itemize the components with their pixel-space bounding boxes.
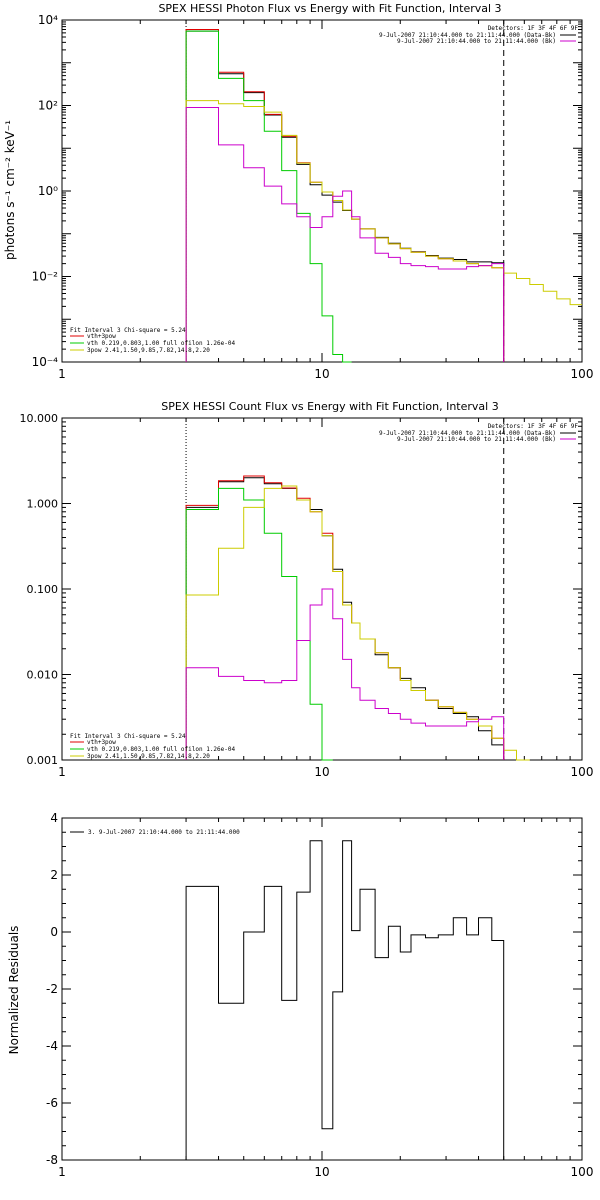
count-legend-fit-total: vth+3pow [87, 739, 116, 746]
photon-detectors-label: Detectors: 1F 3F 4F 6F 9F [488, 25, 579, 32]
count-y-ticks: 0.001 0.010 0.100 1.000 10.000 [20, 412, 582, 767]
residuals-legend-label: 3. 9-Jul-2007 21:10:44.000 to 21:11:44.0… [88, 829, 240, 836]
photon-x-tick-label: 100 [571, 367, 594, 381]
photon-y-tick-label: 10⁴ [38, 13, 58, 27]
count-chart-title: SPEX HESSI Count Flux vs Energy with Fit… [161, 400, 498, 413]
count-series-data-bk [185, 477, 505, 760]
photon-y-axis-label: photons s⁻¹ cm⁻² keV⁻¹ [3, 120, 17, 260]
count-series-bk [185, 588, 505, 760]
photon-legend-vth: vth 0.219,0.803,1.00 full ofilon 1.26e-0… [87, 340, 235, 347]
count-series-vth [185, 487, 333, 761]
residuals-y-ticks: -8 -6 -4 -2 0 2 4 [46, 811, 582, 1167]
photon-y-tick-label: 10⁻⁴ [32, 355, 59, 369]
photon-y-tick-label: 10⁰ [38, 184, 58, 198]
photon-y-ticks: 10⁻⁴ 10⁻² 10⁰ 10² 10⁴ [32, 13, 582, 369]
residuals-x-tick-label: 100 [571, 1165, 594, 1179]
count-legend-bk: 9-Jul-2007 21:10:44.000 to 21:11:44.000 … [397, 436, 556, 443]
residuals-x-tick-label: 10 [314, 1165, 329, 1179]
count-x-tick-label: 10 [314, 765, 329, 779]
count-series-group [185, 418, 530, 761]
count-fit-label: Fit Interval 3 Chi-square = 5.24 [70, 733, 186, 740]
count-detectors-label: Detectors: 1F 3F 4F 6F 9F [488, 423, 579, 430]
photon-series-3pow [185, 100, 582, 362]
photon-fit-label: Fit Interval 3 Chi-square = 5.24 [70, 327, 186, 334]
count-legend-3pow: 3pow 2.41,1.50,9.85,7.82,14.8,2.20 [87, 753, 210, 760]
count-series-vth-3pow [185, 475, 505, 760]
photon-x-tick-label: 10 [314, 367, 329, 381]
photon-series-vth-3pow [185, 29, 505, 362]
residuals-x-ticks: 1 10 100 [58, 818, 593, 1179]
photon-legend-data-bk: 9-Jul-2007 21:10:44.000 to 21:11:44.000 … [379, 32, 556, 39]
residuals-y-tick-label: -4 [46, 1039, 58, 1053]
count-legend-data-bk: 9-Jul-2007 21:10:44.000 to 21:11:44.000 … [379, 430, 556, 437]
photon-x-tick-label: 1 [58, 367, 66, 381]
photon-y-tick-label: 10² [38, 99, 58, 113]
photon-legend-bk: 9-Jul-2007 21:10:44.000 to 21:11:44.000 … [397, 38, 556, 45]
residuals-y-tick-label: -6 [46, 1096, 58, 1110]
photon-legend-fit-total: vth+3pow [87, 333, 116, 340]
photon-legend-3pow: 3pow 2.41,1.50,9.85,7.82,14.8,2.20 [87, 347, 210, 354]
count-x-ticks: 1 10 100 [58, 418, 593, 779]
count-x-tick-label: 1 [58, 765, 66, 779]
residuals-y-axis-label: Normalized Residuals [7, 926, 21, 1055]
photon-chart-title: SPEX HESSI Photon Flux vs Energy with Fi… [158, 2, 501, 15]
residuals-series-group [185, 840, 505, 1160]
count-x-tick-label: 100 [571, 765, 594, 779]
count-legend-vth: vth 0.219,0.803,1.00 full ofilon 1.26e-0… [87, 746, 235, 753]
count-y-tick-label: 10.000 [20, 412, 59, 425]
photon-series-group [185, 20, 582, 363]
residuals-y-tick-label: -8 [46, 1153, 58, 1167]
residuals-y-tick-label: -2 [46, 982, 58, 996]
photon-series-bk [185, 107, 505, 362]
count-flux-panel: SPEX HESSI Count Flux vs Energy with Fit… [20, 400, 594, 779]
residuals-y-tick-label: 4 [50, 811, 58, 825]
photon-series-data-bk [185, 30, 505, 362]
count-y-tick-label: 0.001 [27, 754, 59, 767]
photon-series-vth [185, 30, 352, 363]
count-y-tick-label: 0.100 [27, 583, 59, 596]
residuals-series-3-9-jul-2007-21-10-44-00 [185, 840, 505, 1160]
photon-y-tick-label: 10⁻² [32, 270, 59, 284]
count-y-tick-label: 1.000 [27, 498, 59, 511]
count-y-tick-label: 0.010 [27, 669, 59, 682]
photon-x-ticks: 1 10 100 [58, 20, 593, 381]
residuals-y-tick-label: 0 [50, 925, 58, 939]
residuals-x-tick-label: 1 [58, 1165, 66, 1179]
residuals-y-tick-label: 2 [50, 868, 58, 882]
photon-flux-panel: SPEX HESSI Photon Flux vs Energy with Fi… [3, 2, 593, 381]
